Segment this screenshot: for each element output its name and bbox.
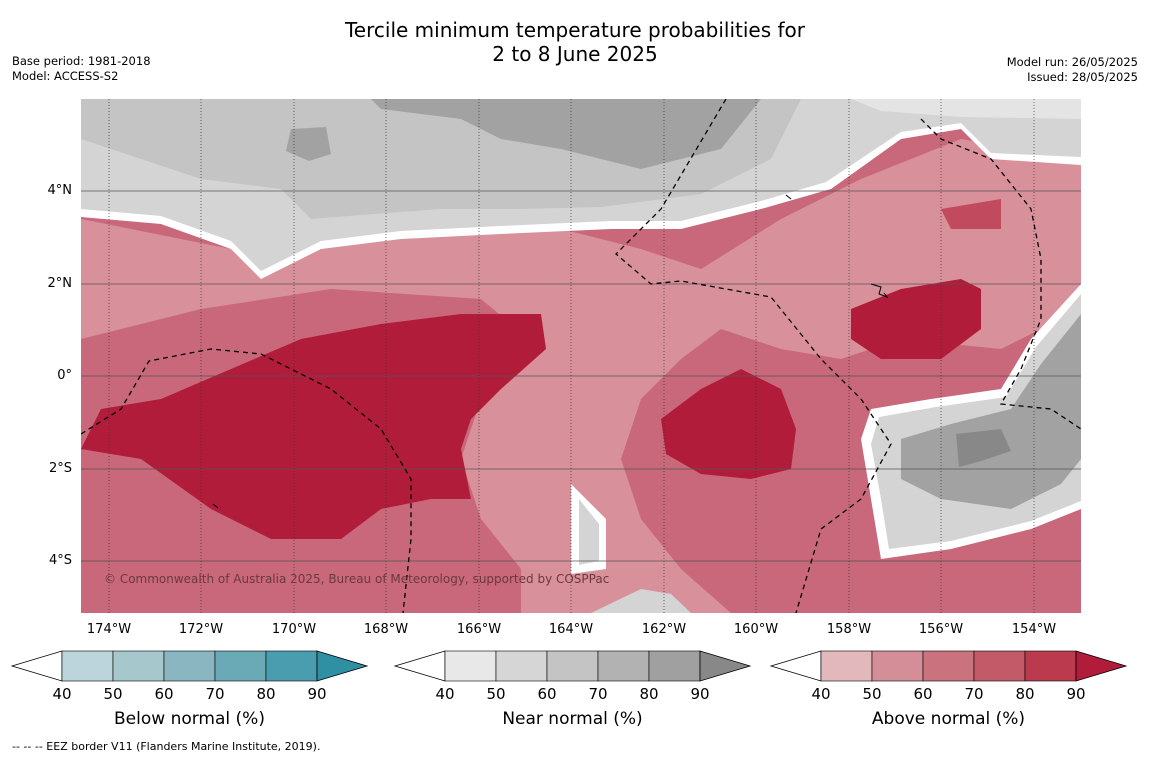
lat-label-2s: 2°S <box>48 461 72 476</box>
model-run: Model run: 26/05/2025 <box>1006 55 1138 69</box>
lon-label-162w: 162°W <box>641 622 687 637</box>
region-near-normal-se-dark <box>901 314 1081 509</box>
lon-label-158w: 158°W <box>826 622 872 637</box>
lon-label-166w: 166°W <box>456 622 502 637</box>
lon-label-156w: 156°W <box>918 622 964 637</box>
colorbar-extend-high <box>316 650 369 682</box>
colorbar-label-above: Above normal (%) <box>871 709 1026 729</box>
model-name: Model: ACCESS-S2 <box>12 69 119 83</box>
colorbar-extend-high <box>699 650 752 682</box>
colorbar-extend-low <box>10 650 63 682</box>
colorbar-tick-label: 40 <box>52 685 71 703</box>
region-near-normal-patch <box>286 127 331 161</box>
region-above-high-center <box>661 369 796 479</box>
lon-label-172w: 172°W <box>178 622 224 637</box>
meta-right: Model run: 26/05/2025 Issued: 28/05/2025 <box>1007 55 1138 85</box>
colorbar-segment <box>871 650 924 682</box>
lon-label-168w: 168°W <box>363 622 409 637</box>
colorbar-tick-label: 60 <box>154 685 173 703</box>
colorbar-extend-low <box>769 650 822 682</box>
meta-left: Base period: 1981-2018 Model: ACCESS-S2 <box>12 54 151 84</box>
lon-label-160w: 160°W <box>733 622 779 637</box>
region-near-normal-pocket-fill <box>579 499 599 565</box>
region-near-normal-north-dark <box>371 99 761 169</box>
colorbar-extend-high <box>1075 650 1128 682</box>
graticule <box>81 190 1081 562</box>
colorbar-tick-label: 60 <box>537 685 556 703</box>
colorbar-segment <box>61 650 114 682</box>
colorbar-segment <box>265 650 318 682</box>
colorbar-tick-label: 40 <box>435 685 454 703</box>
colorbar-segment <box>163 650 216 682</box>
colorbar-segment <box>597 650 650 682</box>
region-above-high-west <box>81 314 546 539</box>
lon-label-170w: 170°W <box>271 622 317 637</box>
colorbar-segment <box>648 650 701 682</box>
title-line-2: 2 to 8 June 2025 <box>492 42 658 66</box>
lon-label-154w: 154°W <box>1011 622 1057 637</box>
colorbar-tick-label: 50 <box>862 685 881 703</box>
colorbar-tick-label: 50 <box>103 685 122 703</box>
probability-map <box>81 99 1081 613</box>
colorbar-label-below: Below normal (%) <box>114 709 265 729</box>
colorbar-segment <box>444 650 497 682</box>
issued-date: Issued: 28/05/2025 <box>1027 70 1138 84</box>
colorbar-tick-label: 70 <box>205 685 224 703</box>
colorbar-tick-label: 60 <box>913 685 932 703</box>
colorbar-tick-label: 50 <box>486 685 505 703</box>
eez-footnote: -- -- -- EEZ border V11 (Flanders Marine… <box>12 740 321 753</box>
colorbar-tick-label: 80 <box>639 685 658 703</box>
islands <box>212 194 889 509</box>
eez-borders <box>81 99 1081 613</box>
region-above-high-ne <box>941 199 1001 229</box>
colorbar-segment <box>546 650 599 682</box>
copyright-notice: © Commonwealth of Australia 2025, Bureau… <box>104 572 610 586</box>
colorbar-segment <box>495 650 548 682</box>
colorbar-tick-label: 80 <box>256 685 275 703</box>
colorbar-label-near: Near normal (%) <box>502 709 643 729</box>
region-near-normal-se-darkest <box>956 429 1011 467</box>
colorbar-tick-label: 90 <box>307 685 326 703</box>
map-title: Tercile minimum temperature probabilitie… <box>0 18 1150 66</box>
region-near-normal-ne <box>851 99 1081 119</box>
region-near-normal-south <box>591 589 691 613</box>
lat-label-4s: 4°S <box>48 553 72 568</box>
colorbar-near-normal: 40 50 60 70 80 90 <box>393 650 752 703</box>
base-period: Base period: 1981-2018 <box>12 54 151 68</box>
colorbar-segment <box>820 650 873 682</box>
colorbar-tick-label: 80 <box>1015 685 1034 703</box>
colorbars: 40 50 60 70 80 90 40 50 60 70 80 90 40 50 60 70 80 90 <box>10 650 1128 703</box>
colorbar-tick-label: 70 <box>964 685 983 703</box>
colorbar-segment <box>922 650 975 682</box>
lon-label-174w: 174°W <box>86 622 132 637</box>
lat-label-4n: 4°N <box>47 183 73 198</box>
colorbar-segment <box>973 650 1026 682</box>
colorbar-below-normal: 40 50 60 70 80 90 <box>10 650 369 703</box>
lat-label-2n: 2°N <box>47 276 73 291</box>
colorbar-extend-low <box>393 650 446 682</box>
colorbar-tick-label: 40 <box>811 685 830 703</box>
colorbar-segment <box>1024 650 1077 682</box>
colorbar-tick-label: 90 <box>690 685 709 703</box>
region-above-high-east <box>851 279 981 359</box>
title-line-1: Tercile minimum temperature probabilitie… <box>344 18 806 42</box>
colorbar-above-normal: 40 50 60 70 80 90 <box>769 650 1128 703</box>
lon-label-164w: 164°W <box>548 622 594 637</box>
lat-label-0: 0° <box>57 368 72 383</box>
colorbar-segment <box>112 650 165 682</box>
colorbar-segment <box>214 650 267 682</box>
colorbar-tick-label: 70 <box>588 685 607 703</box>
colorbar-tick-label: 90 <box>1066 685 1085 703</box>
